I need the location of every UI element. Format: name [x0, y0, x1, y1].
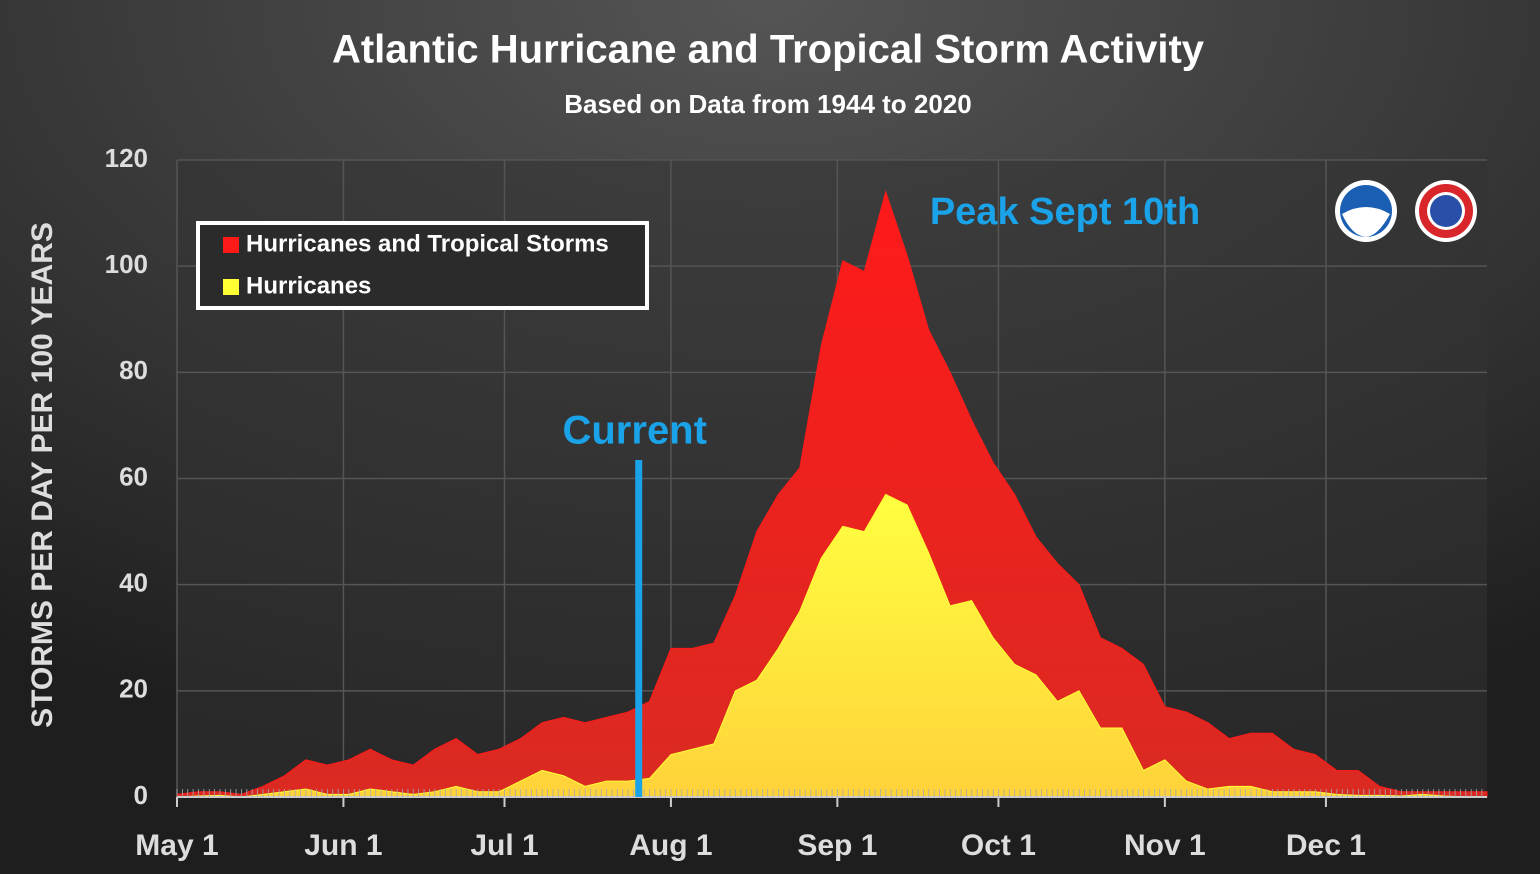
x-tick-label: Jul 1: [470, 829, 538, 862]
y-tick-label: 40: [119, 568, 148, 598]
legend-swatch: [223, 279, 239, 295]
legend: Hurricanes and Tropical Storms Hurricanes: [196, 221, 649, 310]
legend-swatch: [223, 237, 239, 253]
x-tick-label: Sep 1: [797, 829, 877, 862]
areas: [176, 190, 1488, 798]
logos: [1335, 180, 1477, 242]
legend-label: Hurricanes and Tropical Storms: [246, 230, 609, 257]
area: [176, 190, 1488, 798]
x-tick-label: Oct 1: [961, 829, 1036, 862]
y-tick-label: 60: [119, 461, 148, 491]
legend-box: [196, 221, 649, 310]
area: [176, 493, 1487, 798]
y-tick-label: 120: [105, 143, 148, 173]
axes: 0 20 40 60 80 100 120 May 1 Jun 1 Jul 1 Aug 1 Sep 1…: [105, 143, 1487, 862]
noaa-logo-gull: [1342, 207, 1390, 237]
y-tick-label: 100: [105, 249, 148, 279]
peak-annotation: Peak Sept 10th: [930, 191, 1200, 233]
chart-subtitle: Based on Data from 1944 to 2020: [564, 89, 972, 119]
y-axis-label: STORMS PER DAY PER 100 YEARS: [26, 222, 59, 728]
current-label: Current: [562, 409, 706, 453]
x-tick-label: Nov 1: [1124, 829, 1206, 862]
y-tick-label: 80: [119, 355, 148, 385]
x-tick-label: May 1: [135, 829, 218, 862]
y-tick-label: 20: [119, 674, 148, 704]
y-tick-label: 0: [134, 780, 148, 810]
x-tick-label: Aug 1: [629, 829, 712, 862]
x-tick-label: Dec 1: [1286, 829, 1366, 862]
chart-title: Atlantic Hurricane and Tropical Storm Ac…: [332, 28, 1205, 72]
nws-logo-center: [1430, 195, 1462, 227]
legend-label: Hurricanes: [246, 272, 371, 299]
x-tick-label: Jun 1: [304, 829, 382, 862]
